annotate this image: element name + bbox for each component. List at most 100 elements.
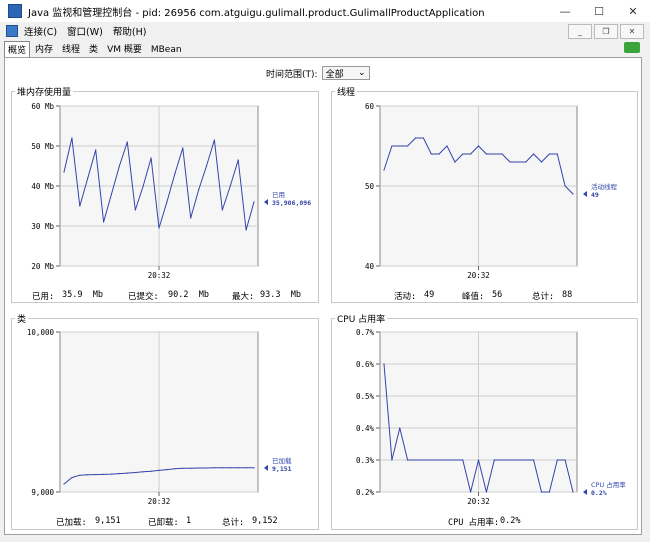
- data-point: [79, 474, 81, 476]
- data-point: [95, 149, 97, 151]
- window-titlebar: Java 监视和管理控制台 - pid: 26956 com.atguigu.g…: [0, 0, 650, 22]
- heap-panel-title: 堆内存使用量: [15, 85, 74, 98]
- tab-overview[interactable]: 概览: [4, 41, 31, 57]
- data-point: [485, 153, 487, 155]
- data-point: [174, 468, 176, 470]
- heap-chart: 20 Mb 30 Mb 40 Mb 50 Mb 60 Mb 20:32 已用35,906,0…: [31, 102, 311, 280]
- classes-total-label: 总计:: [222, 518, 245, 528]
- data-point: [470, 153, 472, 155]
- data-point: [493, 459, 495, 461]
- data-point: [399, 427, 401, 429]
- x-tick-label: 20:32: [148, 271, 171, 280]
- threads-peak-label: 峰值:: [462, 292, 485, 302]
- cpu-panel-title: CPU 占用率: [335, 312, 388, 325]
- window-controls: — ☐ ✕: [548, 0, 650, 22]
- y-tick-label: 0.2%: [356, 488, 375, 497]
- heap-panel: [11, 91, 319, 303]
- data-point: [118, 473, 121, 475]
- data-point: [150, 157, 152, 159]
- heap-used-label: 已用:: [32, 292, 55, 302]
- data-point: [158, 469, 160, 471]
- data-point: [446, 459, 448, 461]
- data-point: [221, 467, 223, 469]
- data-point: [430, 153, 432, 155]
- data-point: [205, 467, 208, 469]
- data-point: [533, 153, 535, 155]
- tab-mbean[interactable]: MBean: [150, 45, 182, 55]
- threads-total-value: 88: [562, 290, 573, 300]
- data-point: [253, 201, 255, 203]
- data-point: [548, 491, 550, 493]
- data-point: [134, 471, 136, 474]
- internal-restore-icon[interactable]: ❐: [594, 24, 618, 39]
- data-point: [517, 459, 519, 461]
- cpu-usage-value: 0.2%: [500, 516, 521, 526]
- tab-classes[interactable]: 类: [89, 45, 99, 55]
- window-title: Java 监视和管理控制台 - pid: 26956 com.atguigu.g…: [28, 7, 485, 19]
- data-point: [245, 229, 247, 231]
- data-point: [142, 471, 144, 473]
- heap-max-label: 最大:: [232, 292, 255, 302]
- data-point: [470, 491, 472, 493]
- data-point: [446, 145, 448, 147]
- close-button[interactable]: ✕: [628, 4, 638, 18]
- threads-peak-value: 56: [492, 290, 503, 300]
- data-point: [462, 153, 464, 155]
- console-icon: [6, 25, 18, 37]
- menu-help[interactable]: 帮助(H): [112, 27, 147, 38]
- time-range-label: 时间范围(T):: [266, 69, 318, 80]
- data-point: [477, 459, 480, 461]
- data-point: [509, 459, 511, 461]
- java-app-icon: [8, 4, 22, 18]
- data-point: [237, 467, 239, 469]
- data-point: [548, 153, 550, 155]
- menu-window[interactable]: 窗口(W): [67, 27, 103, 38]
- data-point: [517, 161, 519, 163]
- y-tick-label: 0.3%: [356, 456, 375, 465]
- legend-value: 49: [591, 191, 599, 199]
- data-point: [190, 467, 192, 469]
- legend-marker: [583, 191, 587, 197]
- data-point: [134, 209, 136, 211]
- data-point: [110, 193, 113, 195]
- data-point: [197, 189, 200, 191]
- legend-value: 35,906,096: [272, 199, 311, 207]
- data-point: [229, 467, 231, 469]
- y-tick-label: 50 Mb: [31, 142, 54, 151]
- minimize-button[interactable]: —: [559, 4, 571, 18]
- data-point: [525, 161, 527, 163]
- threads-panel-title: 线程: [335, 85, 358, 98]
- data-point: [525, 459, 527, 461]
- data-point: [237, 159, 239, 161]
- data-point: [485, 491, 487, 493]
- data-point: [533, 459, 535, 461]
- maximize-button[interactable]: ☐: [594, 4, 604, 18]
- tab-memory[interactable]: 内存: [35, 45, 54, 55]
- y-tick-label: 20 Mb: [31, 262, 54, 271]
- data-point: [102, 473, 105, 475]
- threads-total-label: 总计:: [532, 292, 555, 302]
- data-point: [126, 141, 128, 143]
- tab-vm-summary[interactable]: VM 概要: [107, 45, 142, 55]
- internal-minimize-icon[interactable]: _: [568, 24, 592, 39]
- data-point: [540, 491, 543, 493]
- time-range-select[interactable]: 全部 ⌄: [321, 66, 370, 80]
- legend-value: 0.2%: [591, 489, 607, 497]
- data-point: [430, 459, 432, 461]
- internal-close-icon[interactable]: ✕: [620, 24, 644, 39]
- data-point: [572, 193, 574, 195]
- y-tick-label: 60 Mb: [31, 102, 54, 111]
- data-point: [63, 483, 65, 485]
- data-point: [438, 153, 440, 155]
- data-point: [95, 473, 97, 476]
- classes-total-value: 9,152: [252, 516, 278, 526]
- legend-marker: [264, 464, 268, 471]
- heap-used-value: 35.9 Mb: [62, 290, 103, 300]
- tab-threads[interactable]: 线程: [62, 45, 81, 55]
- menu-connection[interactable]: 连接(C): [24, 27, 58, 38]
- data-point: [564, 185, 566, 187]
- legend-marker: [264, 199, 268, 205]
- data-point: [182, 467, 184, 469]
